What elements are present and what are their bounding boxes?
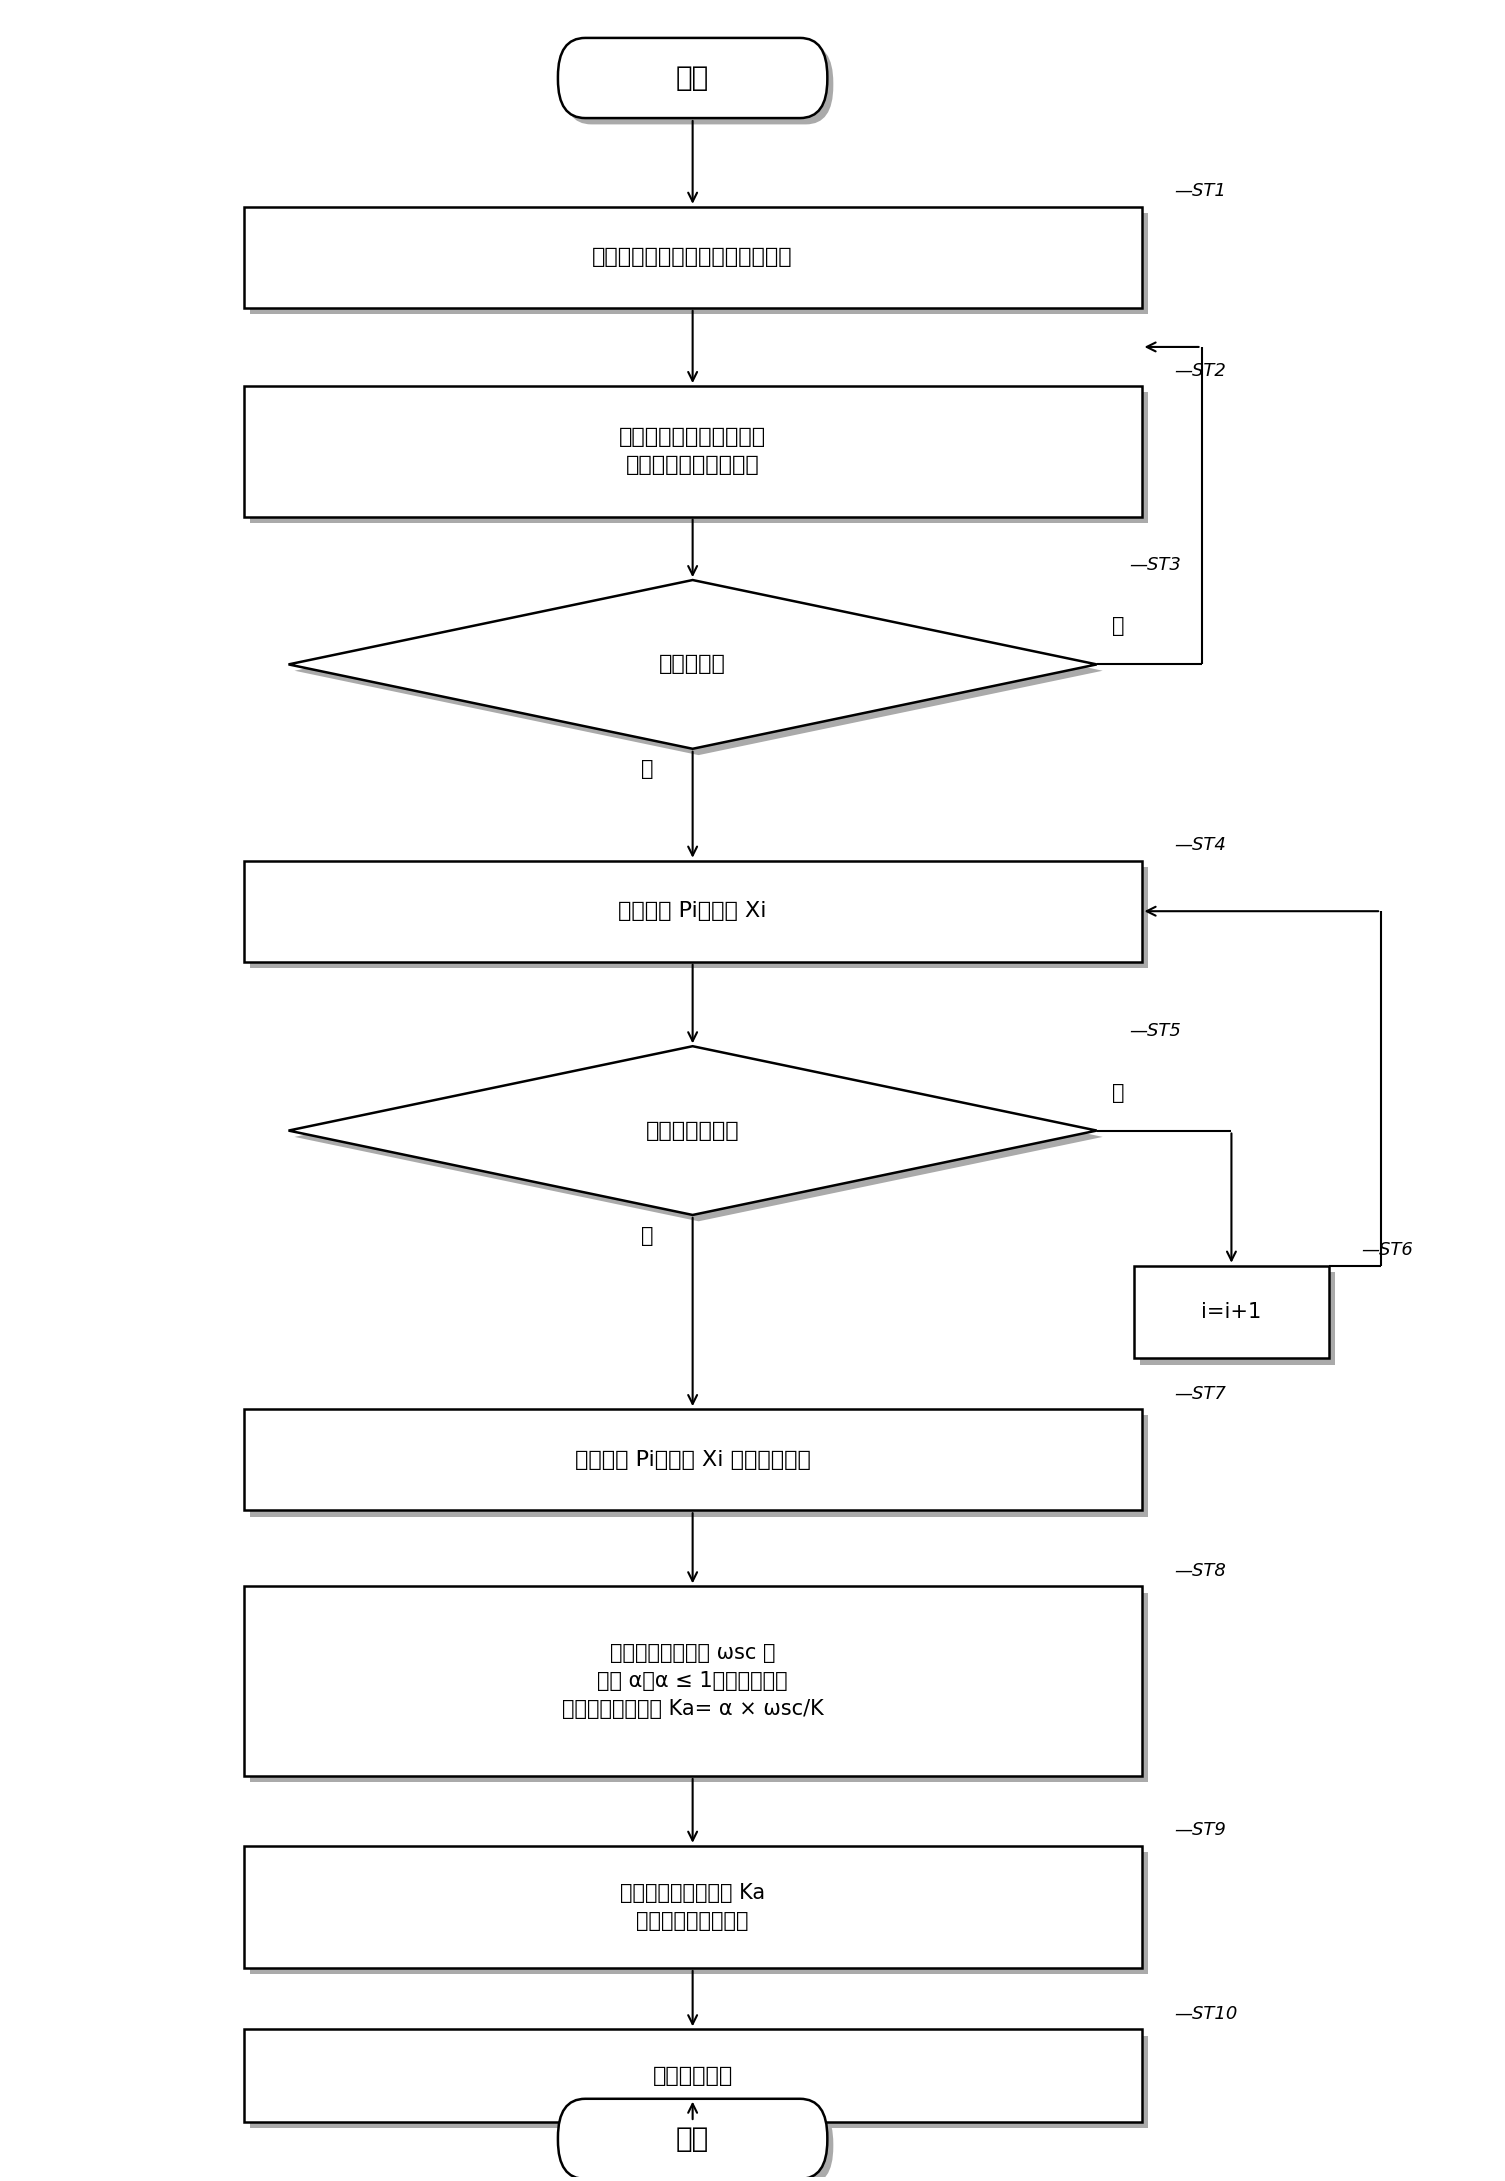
FancyBboxPatch shape (244, 1409, 1142, 1509)
Text: —ST6: —ST6 (1362, 1241, 1413, 1258)
Polygon shape (289, 1047, 1097, 1215)
Text: 开始成型动作: 开始成型动作 (653, 2065, 733, 2085)
FancyBboxPatch shape (244, 1845, 1142, 1967)
FancyBboxPatch shape (250, 393, 1148, 523)
FancyBboxPatch shape (250, 2035, 1148, 2129)
FancyBboxPatch shape (558, 2098, 828, 2179)
Text: 根据压力 Pi、位置 Xi 计算弹性常数: 根据压力 Pi、位置 Xi 计算弹性常数 (575, 1450, 811, 1470)
FancyBboxPatch shape (244, 1586, 1142, 1775)
Text: 保压动作结束？: 保压动作结束？ (646, 1121, 739, 1141)
Text: —ST10: —ST10 (1174, 2004, 1239, 2022)
FancyBboxPatch shape (564, 44, 834, 124)
Text: 否: 否 (1112, 617, 1124, 637)
FancyBboxPatch shape (250, 1592, 1148, 1782)
FancyBboxPatch shape (564, 2105, 834, 2181)
Text: i=i+1: i=i+1 (1201, 1302, 1261, 1322)
FancyBboxPatch shape (250, 866, 1148, 968)
Text: 根据内部速度指令或外部
速度指令，驱动电动机: 根据内部速度指令或外部 速度指令，驱动电动机 (619, 427, 766, 475)
Text: 结束: 结束 (676, 2124, 709, 2153)
Text: 使用速度控制频带 ωsc 和
常数 α（α ≤ 1），计算压力
控制部的控制参数 Ka= α × ωsc/K: 使用速度控制频带 ωsc 和 常数 α（α ≤ 1），计算压力 控制部的控制参数… (561, 1642, 823, 1719)
Text: 开始: 开始 (676, 63, 709, 92)
Polygon shape (295, 1053, 1103, 1221)
FancyBboxPatch shape (250, 214, 1148, 314)
FancyBboxPatch shape (250, 1852, 1148, 1974)
Text: —ST2: —ST2 (1174, 362, 1227, 379)
FancyBboxPatch shape (244, 2028, 1142, 2122)
Text: 是: 是 (641, 759, 655, 779)
FancyBboxPatch shape (244, 386, 1142, 517)
FancyBboxPatch shape (250, 1415, 1148, 1516)
Polygon shape (289, 580, 1097, 748)
Text: —ST1: —ST1 (1174, 183, 1227, 201)
Text: 将计算出的控制参数 Ka
设定在压力控制部中: 将计算出的控制参数 Ka 设定在压力控制部中 (620, 1882, 765, 1930)
Text: —ST5: —ST5 (1130, 1023, 1181, 1040)
FancyBboxPatch shape (558, 37, 828, 118)
FancyBboxPatch shape (244, 861, 1142, 962)
FancyBboxPatch shape (244, 207, 1142, 308)
FancyBboxPatch shape (1141, 1272, 1335, 1365)
Text: —ST9: —ST9 (1174, 1821, 1227, 1839)
Polygon shape (295, 587, 1103, 755)
Text: —ST8: —ST8 (1174, 1562, 1227, 1579)
Text: 保压动作？: 保压动作？ (659, 654, 725, 674)
Text: —ST3: —ST3 (1130, 556, 1181, 574)
Text: —ST7: —ST7 (1174, 1385, 1227, 1402)
Text: —ST4: —ST4 (1174, 835, 1227, 855)
Text: 记录压力 Pi、位置 Xi: 记录压力 Pi、位置 Xi (619, 901, 768, 920)
Text: 是: 是 (641, 1226, 655, 1245)
FancyBboxPatch shape (1135, 1265, 1329, 1359)
Text: 赋予压力指令値、外部速度指令値: 赋予压力指令値、外部速度指令値 (593, 246, 793, 268)
Text: 否: 否 (1112, 1082, 1124, 1104)
